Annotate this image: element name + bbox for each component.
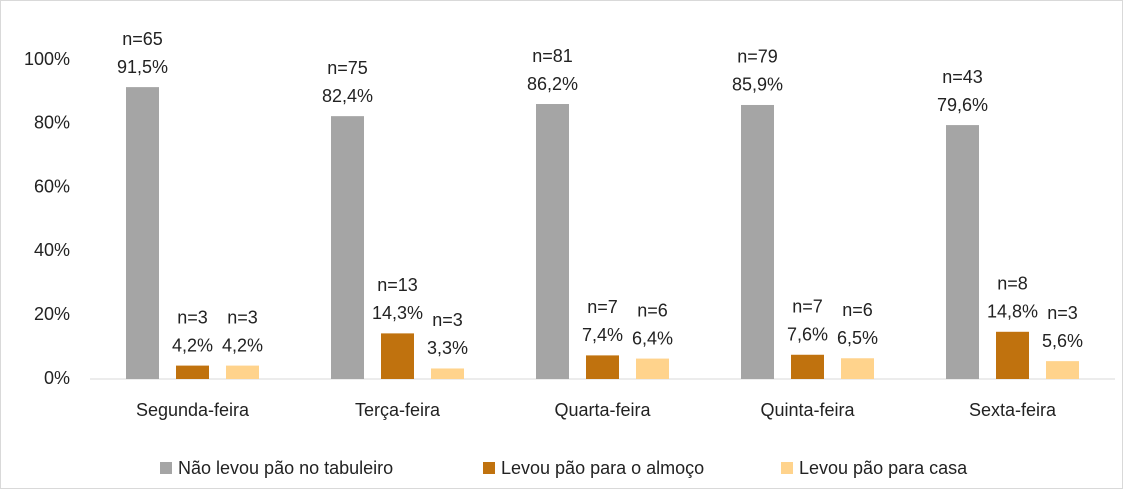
count-label: n=81 [532, 46, 573, 66]
bar [431, 368, 464, 379]
legend-swatch [483, 462, 495, 474]
y-tick-label: 80% [34, 113, 70, 133]
bar [126, 87, 159, 380]
y-tick-label: 40% [34, 240, 70, 260]
value-label: 85,9% [732, 75, 783, 95]
value-label: 79,6% [937, 95, 988, 115]
value-label: 4,2% [222, 335, 263, 355]
bar [176, 365, 209, 379]
bar [1046, 361, 1079, 379]
value-label: 4,2% [172, 335, 213, 355]
x-tick-label: Quinta-feira [760, 400, 855, 420]
bar [381, 333, 414, 379]
count-label: n=8 [997, 274, 1028, 294]
bar [636, 358, 669, 379]
count-label: n=6 [637, 300, 668, 320]
count-label: n=3 [177, 307, 208, 327]
value-label: 6,4% [632, 328, 673, 348]
count-label: n=7 [587, 297, 618, 317]
count-label: n=43 [942, 67, 983, 87]
y-tick-label: 20% [34, 304, 70, 324]
value-label: 82,4% [322, 86, 373, 106]
legend-label: Levou pão para casa [799, 458, 968, 478]
count-label: n=7 [792, 297, 823, 317]
value-label: 14,8% [987, 302, 1038, 322]
value-label: 86,2% [527, 74, 578, 94]
count-label: n=3 [227, 307, 258, 327]
count-label: n=3 [432, 310, 463, 330]
value-label: 7,6% [787, 325, 828, 345]
count-label: n=3 [1047, 303, 1078, 323]
bar [841, 358, 874, 379]
x-tick-label: Terça-feira [355, 400, 441, 420]
value-label: 7,4% [582, 325, 623, 345]
value-label: 6,5% [837, 328, 878, 348]
value-label: 91,5% [117, 57, 168, 77]
x-tick-label: Sexta-feira [969, 400, 1057, 420]
bar [791, 354, 824, 379]
count-label: n=13 [377, 275, 418, 295]
bar [741, 104, 774, 379]
y-tick-label: 0% [44, 368, 70, 388]
bar [996, 331, 1029, 379]
count-label: n=79 [737, 47, 778, 67]
bar [536, 104, 569, 379]
bar [331, 116, 364, 380]
bar [946, 125, 979, 380]
legend-swatch [781, 462, 793, 474]
x-tick-label: Segunda-feira [136, 400, 250, 420]
count-label: n=6 [842, 300, 873, 320]
legend-label: Não levou pão no tabuleiro [178, 458, 393, 478]
y-tick-label: 60% [34, 176, 70, 196]
value-label: 5,6% [1042, 331, 1083, 351]
value-label: 14,3% [372, 303, 423, 323]
count-label: n=65 [122, 29, 163, 49]
y-tick-label: 100% [24, 49, 70, 69]
bar [586, 355, 619, 379]
count-label: n=75 [327, 58, 368, 78]
legend-swatch [160, 462, 172, 474]
x-tick-label: Quarta-feira [554, 400, 651, 420]
value-label: 3,3% [427, 338, 468, 358]
bar [226, 365, 259, 379]
legend-label: Levou pão para o almoço [501, 458, 704, 478]
